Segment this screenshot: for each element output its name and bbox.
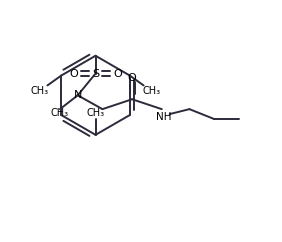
- Text: N: N: [74, 90, 82, 100]
- Text: S: S: [92, 68, 99, 79]
- Text: O: O: [128, 73, 136, 83]
- Text: O: O: [113, 68, 122, 79]
- Text: CH₃: CH₃: [30, 86, 49, 96]
- Text: CH₃: CH₃: [51, 108, 69, 118]
- Text: O: O: [69, 68, 78, 79]
- Text: CH₃: CH₃: [142, 86, 160, 96]
- Text: CH₃: CH₃: [87, 108, 105, 118]
- Text: NH: NH: [156, 112, 171, 122]
